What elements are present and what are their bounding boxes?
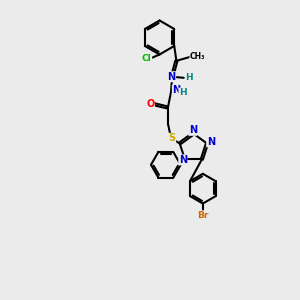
- Text: N: N: [172, 85, 180, 95]
- Text: H: H: [179, 88, 187, 97]
- Text: S: S: [169, 133, 176, 143]
- Text: N: N: [207, 137, 215, 147]
- Text: Br: Br: [197, 211, 208, 220]
- Text: H: H: [185, 73, 193, 82]
- Text: CH₃: CH₃: [190, 52, 206, 61]
- Text: Cl: Cl: [142, 54, 152, 63]
- Text: N: N: [189, 125, 197, 135]
- Text: O: O: [146, 99, 154, 109]
- Text: N: N: [167, 72, 176, 82]
- Text: N: N: [179, 155, 187, 165]
